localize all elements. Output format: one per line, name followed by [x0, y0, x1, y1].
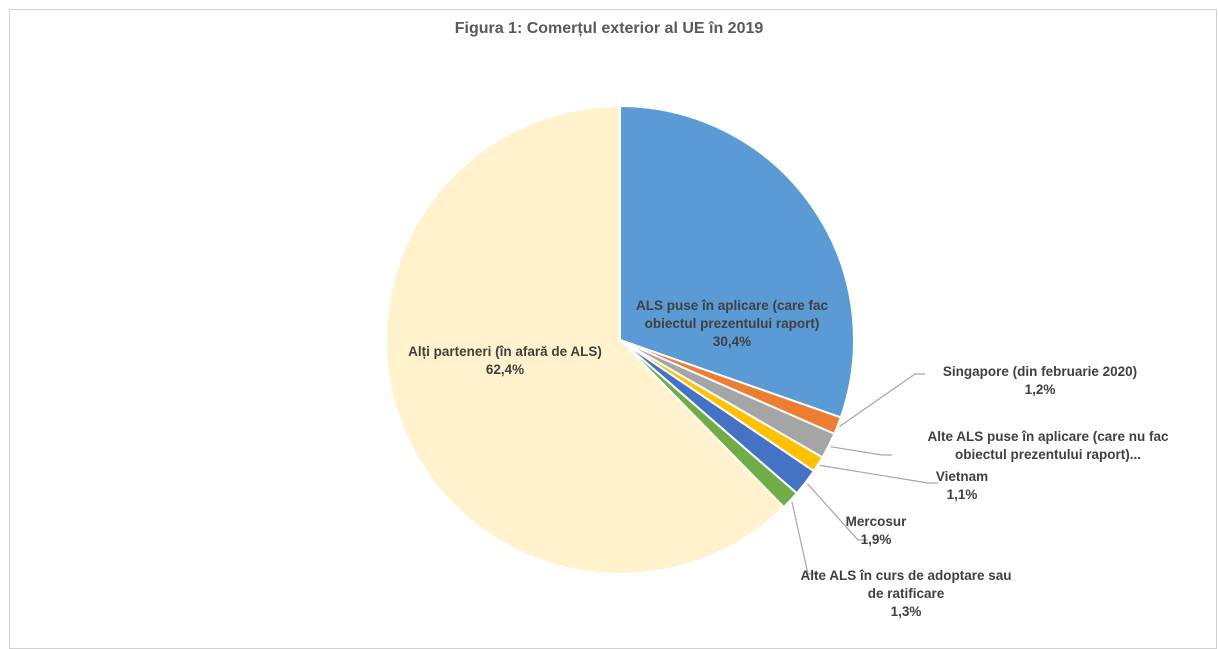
slice-label-4: Mercosur: [846, 514, 908, 529]
slice-label-2: Alte ALS puse în aplicare (care nu fac ob…: [927, 429, 1169, 462]
slice-value-6: 62,4%: [486, 362, 524, 377]
slice-label-3: Vietnam: [936, 469, 988, 484]
slice-label-0: ALS puse în aplicare (care fac obiectul p…: [636, 298, 829, 331]
slice-value-0: 30,4%: [713, 334, 751, 349]
pie-slice-0: [619, 104, 855, 419]
leader-line-1: [839, 373, 925, 427]
pie-chart: ALS puse în aplicare (care fac obiectul p…: [385, 104, 1169, 619]
leader-line-5: [791, 501, 818, 575]
slice-label-6: Alți parteneri (în afară de ALS): [408, 344, 602, 359]
chart-title: Figura 1: Comerțul exterior al UE în 201…: [454, 20, 764, 37]
leader-line-2: [830, 446, 892, 456]
slice-value-3: 1,1%: [947, 487, 978, 502]
leader-line-3: [819, 464, 938, 484]
leader-line-4: [806, 483, 868, 541]
slice-label-1: Singapore (din februarie 2020): [943, 364, 1137, 379]
slice-value-5: 1,3%: [891, 604, 922, 619]
slice-value-4: 1,9%: [861, 532, 892, 547]
slice-label-5: Alte ALS în curs de adoptare sau de ratif…: [800, 568, 1011, 601]
pie-slice-6: [385, 104, 786, 575]
slice-value-1: 1,2%: [1025, 382, 1056, 397]
